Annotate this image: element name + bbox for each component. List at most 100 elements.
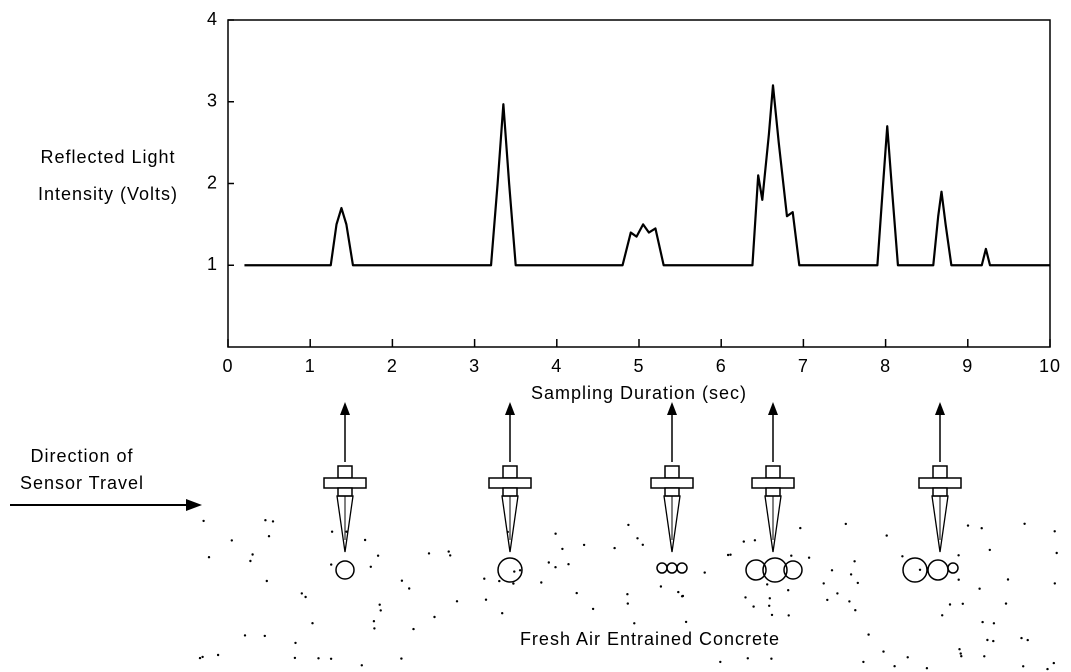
concrete-dot bbox=[408, 587, 411, 590]
concrete-dot bbox=[202, 519, 205, 523]
air-bubble bbox=[666, 562, 678, 574]
concrete-dot bbox=[518, 569, 522, 572]
concrete-dot bbox=[753, 539, 757, 542]
concrete-dot bbox=[885, 534, 888, 537]
concrete-dot bbox=[484, 598, 488, 601]
concrete-dot bbox=[768, 597, 771, 600]
concrete-dot bbox=[957, 578, 960, 581]
concrete-dot bbox=[770, 657, 773, 660]
concrete-dot bbox=[330, 530, 334, 533]
concrete-dot bbox=[980, 527, 983, 530]
concrete-dot bbox=[540, 581, 543, 584]
concrete-dot bbox=[230, 539, 233, 542]
sensor-flange bbox=[323, 477, 367, 489]
concrete-dot bbox=[345, 530, 348, 533]
concrete-dot bbox=[719, 660, 722, 664]
concrete-dot bbox=[633, 622, 636, 625]
sensor-top bbox=[932, 465, 948, 479]
concrete-dot bbox=[1053, 582, 1057, 585]
y-axis-label: Intensity (Volts) bbox=[38, 184, 178, 204]
sensor-flange bbox=[918, 477, 962, 489]
sensor-neck bbox=[337, 487, 353, 497]
concrete-dot bbox=[636, 537, 639, 540]
y-tick-label: 2 bbox=[207, 172, 218, 192]
concrete-dot bbox=[826, 598, 829, 602]
air-bubble bbox=[762, 557, 788, 583]
concrete-dot bbox=[966, 524, 970, 527]
concrete-dot bbox=[613, 546, 616, 550]
x-tick-label: 3 bbox=[469, 356, 480, 376]
sensor-arrowhead bbox=[340, 402, 350, 415]
sensor-top bbox=[502, 465, 518, 479]
concrete-dot bbox=[294, 641, 297, 645]
concrete-dot bbox=[627, 523, 630, 527]
sensor-arrowhead bbox=[505, 402, 515, 415]
y-tick-label: 4 bbox=[207, 9, 218, 29]
concrete-dot bbox=[983, 655, 986, 658]
air-bubble bbox=[745, 559, 767, 581]
concrete-dot bbox=[641, 543, 644, 546]
concrete-dot bbox=[626, 602, 629, 605]
x-tick-label: 8 bbox=[880, 356, 891, 376]
sensor-neck bbox=[932, 487, 948, 497]
concrete-dot bbox=[198, 656, 202, 660]
sensor-arrowhead bbox=[667, 402, 677, 415]
sensor-flange bbox=[751, 477, 795, 489]
concrete-dot bbox=[433, 615, 436, 619]
concrete-dot bbox=[378, 603, 381, 606]
concrete-dot bbox=[960, 655, 963, 658]
sensor-neck bbox=[502, 487, 518, 497]
concrete-dot bbox=[703, 571, 706, 574]
concrete-dot bbox=[742, 540, 745, 543]
concrete-dot bbox=[844, 522, 847, 526]
concrete-dot bbox=[958, 648, 961, 651]
plot-frame bbox=[227, 19, 1051, 348]
concrete-dot bbox=[1052, 661, 1056, 665]
concrete-dot bbox=[867, 633, 870, 636]
concrete-dot bbox=[959, 652, 962, 655]
concrete-dot bbox=[251, 553, 254, 556]
concrete-dot bbox=[363, 538, 367, 542]
concrete-dot bbox=[271, 520, 275, 523]
concrete-dot bbox=[379, 609, 382, 612]
concrete-dot bbox=[925, 667, 929, 670]
concrete-dot bbox=[848, 600, 851, 603]
concrete-dot bbox=[906, 656, 909, 659]
concrete-dot bbox=[330, 563, 333, 566]
concrete-dot bbox=[807, 556, 811, 559]
concrete-dot bbox=[300, 592, 303, 595]
sensor-neck bbox=[664, 487, 680, 497]
concrete-dot bbox=[992, 639, 995, 643]
concrete-dot bbox=[373, 627, 376, 630]
air-bubble bbox=[947, 562, 959, 574]
concrete-dot bbox=[591, 607, 595, 611]
x-tick-label: 4 bbox=[551, 356, 562, 376]
x-tick-label: 5 bbox=[633, 356, 644, 376]
concrete-dot bbox=[1046, 667, 1049, 671]
concrete-dot bbox=[513, 570, 516, 573]
concrete-dot bbox=[512, 582, 515, 585]
concrete-dot bbox=[501, 612, 504, 615]
concrete-dot bbox=[455, 600, 459, 603]
concrete-dot bbox=[265, 579, 268, 583]
concrete-dot bbox=[264, 519, 267, 522]
concrete-dot bbox=[249, 559, 252, 563]
air-bubble bbox=[676, 562, 688, 574]
concrete-dot bbox=[372, 620, 376, 623]
air-bubble bbox=[783, 560, 803, 580]
concrete-dot bbox=[304, 595, 307, 599]
concrete-dot bbox=[1053, 530, 1056, 533]
concrete-dot bbox=[941, 614, 944, 617]
x-tick-label: 10 bbox=[1039, 356, 1061, 376]
concrete-dot bbox=[427, 552, 431, 555]
concrete-dot bbox=[483, 577, 486, 580]
concrete-dot bbox=[677, 590, 680, 594]
concrete-dot bbox=[1020, 636, 1023, 640]
air-bubble bbox=[497, 557, 523, 583]
sensor-arrowhead bbox=[935, 402, 945, 415]
concrete-dot bbox=[901, 555, 904, 558]
air-bubble bbox=[927, 559, 949, 581]
concrete-dot bbox=[799, 526, 802, 530]
concrete-dot bbox=[506, 530, 509, 534]
